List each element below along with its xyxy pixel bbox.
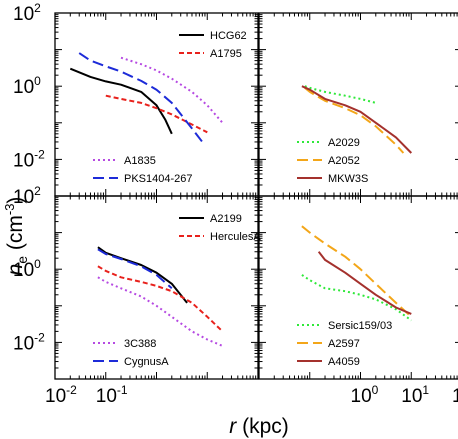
series-group	[301, 225, 412, 322]
series-group	[301, 85, 413, 154]
panel-frame	[258, 195, 458, 380]
series-line-a4059	[317, 251, 412, 315]
legend: A2199 HerculesA 3C388 CygnusA	[93, 213, 261, 368]
y-tick-label: 100	[13, 257, 41, 281]
series-line-a2597	[301, 225, 412, 318]
legend-label-herculesa: HerculesA	[210, 231, 261, 243]
series-group	[97, 246, 224, 347]
legend-label-a2029: A2029	[328, 137, 360, 149]
series-line-herculesa	[97, 265, 224, 333]
series-line-a2029	[304, 85, 377, 104]
legend: Sersic159/03 A2597 A4059	[297, 320, 392, 368]
legend-label-a2597: A2597	[328, 338, 360, 350]
y-axis-label: ne (cm-3)	[2, 197, 30, 276]
legend-label-pks1404-267: PKS1404-267	[124, 173, 193, 185]
axis-labels-layer: ne (cm-3) r (kpc)	[2, 197, 289, 438]
series-line-3c388	[97, 276, 223, 347]
legend-label-a2052: A2052	[328, 155, 360, 167]
axis-ticks	[258, 195, 458, 380]
legend-label-mkw3s: MKW3S	[328, 173, 368, 185]
series-line-a1795	[105, 94, 208, 134]
legend-label-3c388: 3C388	[124, 338, 156, 350]
panel-bottom-right: Sersic159/03 A2597 A4059	[258, 195, 458, 380]
series-line-mkw3s	[301, 85, 413, 154]
panels-layer: HCG62 A1795 A1835 PKS1404-267 A2029 A2052 MKW3…	[54, 12, 458, 380]
legend-label-hcg62: HCG62	[210, 30, 247, 42]
legend-label-cygnusa: CygnusA	[124, 356, 169, 368]
tick-labels-layer: 10-2 10-1 100 101 102 102 102 100 100 10-2 10-2	[13, 1, 458, 407]
legend-label-a2199: A2199	[210, 213, 242, 225]
y-tick-label: 102	[13, 1, 41, 25]
series-line-a2052	[304, 87, 405, 154]
series-line-pks1404-267	[78, 52, 204, 143]
legend: A2029 A2052 MKW3S	[297, 137, 368, 185]
legend-label-a1835: A1835	[124, 155, 156, 167]
y-tick-label: 10-2	[13, 330, 45, 354]
x-axis-label: r (kpc)	[229, 415, 289, 438]
panel-top-left: HCG62 A1795 A1835 PKS1404-267	[54, 12, 259, 197]
x-tick-label: 102	[452, 383, 458, 407]
panel-bottom-left: A2199 HerculesA 3C388 CygnusA	[54, 195, 261, 380]
axis-ticks	[54, 12, 259, 197]
legend-label-sersic159-03: Sersic159/03	[328, 320, 392, 332]
series-line-sersic159-03	[301, 274, 412, 322]
y-tick-label: 102	[13, 184, 41, 208]
series-line-hcg62	[69, 67, 173, 135]
series-line-a1835	[120, 56, 224, 124]
legend-label-a4059: A4059	[328, 356, 360, 368]
panel-frame	[258, 12, 458, 197]
y-tick-label: 10-2	[13, 147, 45, 171]
x-tick-label: 101	[401, 383, 429, 407]
legend: HCG62 A1795 A1835 PKS1404-267	[93, 30, 247, 185]
axis-ticks	[258, 12, 458, 197]
series-group	[69, 52, 224, 143]
panel-top-right: A2029 A2052 MKW3S	[258, 12, 458, 197]
x-tick-label: 100	[351, 383, 379, 407]
series-line-cygnusa	[97, 248, 173, 290]
x-tick-label: 10-2	[45, 383, 77, 407]
series-line-a2199	[97, 246, 188, 304]
y-tick-label: 100	[13, 74, 41, 98]
axis-ticks	[54, 195, 259, 380]
x-tick-label: 10-1	[96, 383, 128, 407]
legend-label-a1795: A1795	[210, 48, 242, 60]
